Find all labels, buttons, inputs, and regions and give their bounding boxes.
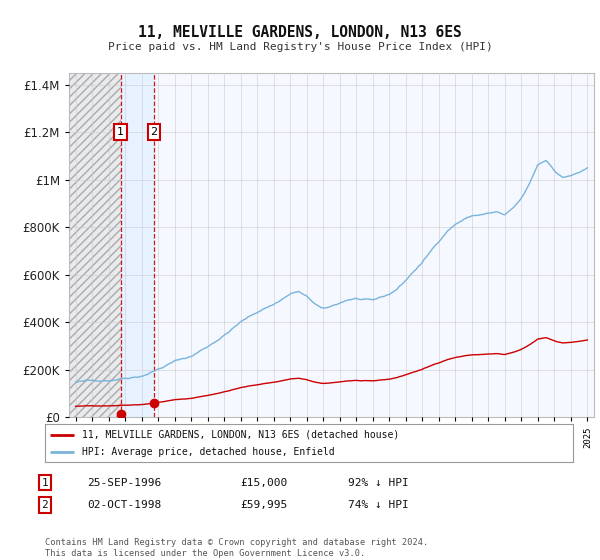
Text: Contains HM Land Registry data © Crown copyright and database right 2024.
This d: Contains HM Land Registry data © Crown c… [45,538,428,558]
Bar [69,73,121,417]
Text: 2: 2 [151,127,158,137]
Text: 11, MELVILLE GARDENS, LONDON, N13 6ES: 11, MELVILLE GARDENS, LONDON, N13 6ES [138,25,462,40]
Text: Price paid vs. HM Land Registry's House Price Index (HPI): Price paid vs. HM Land Registry's House … [107,42,493,52]
Text: 1: 1 [41,478,49,488]
Text: £59,995: £59,995 [240,500,287,510]
Text: 11, MELVILLE GARDENS, LONDON, N13 6ES (detached house): 11, MELVILLE GARDENS, LONDON, N13 6ES (d… [82,430,399,440]
Text: 02-OCT-1998: 02-OCT-1998 [87,500,161,510]
Text: 1: 1 [117,127,124,137]
Text: 74% ↓ HPI: 74% ↓ HPI [348,500,409,510]
Text: HPI: Average price, detached house, Enfield: HPI: Average price, detached house, Enfi… [82,447,335,457]
Text: 2: 2 [41,500,49,510]
Text: 25-SEP-1996: 25-SEP-1996 [87,478,161,488]
Text: £15,000: £15,000 [240,478,287,488]
Bar [121,73,154,417]
Text: 92% ↓ HPI: 92% ↓ HPI [348,478,409,488]
